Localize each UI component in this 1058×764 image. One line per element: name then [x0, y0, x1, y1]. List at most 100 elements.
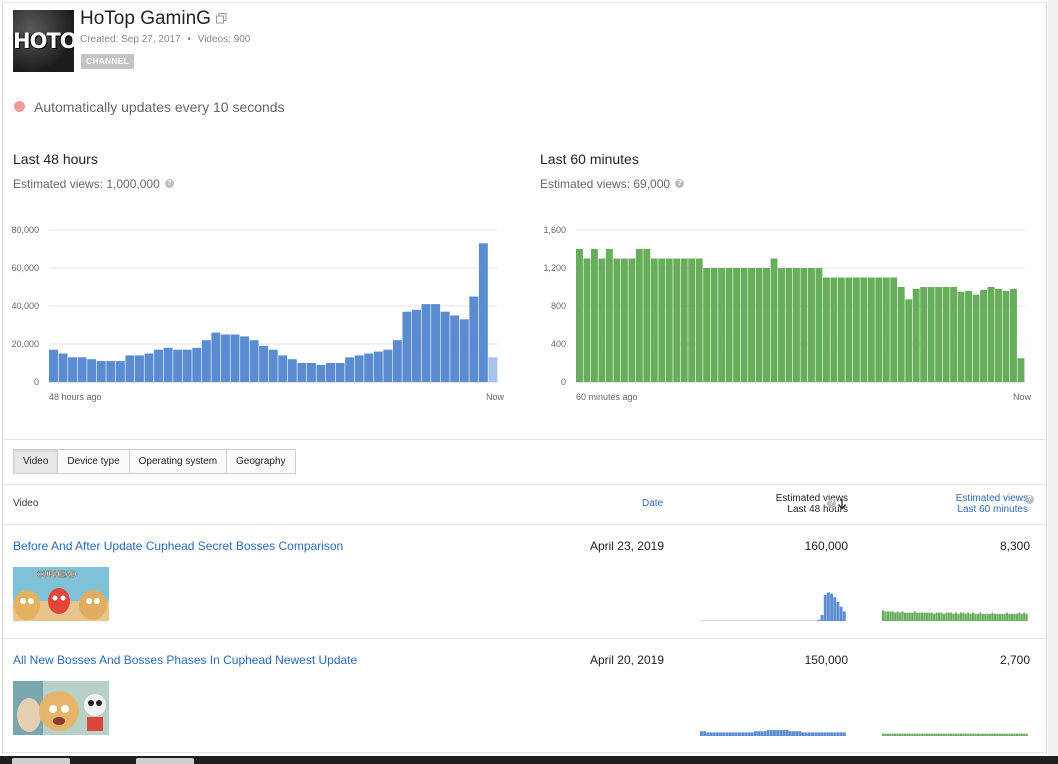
tab-geography[interactable]: Geography — [227, 450, 295, 473]
chart-bar[interactable] — [890, 277, 898, 383]
chart-bar[interactable] — [852, 277, 860, 383]
chart-bar[interactable] — [957, 291, 965, 382]
chart-bar[interactable] — [182, 349, 192, 382]
chart-bar[interactable] — [240, 336, 250, 382]
chart-bar[interactable] — [995, 288, 1002, 382]
video-thumbnail[interactable] — [13, 681, 109, 735]
chart-bar[interactable] — [478, 243, 488, 382]
chart-bar[interactable] — [576, 249, 583, 382]
chart-bar[interactable] — [590, 249, 598, 382]
chart-bar[interactable] — [680, 258, 688, 383]
chart-bar[interactable] — [134, 355, 144, 382]
chart-bar[interactable] — [211, 332, 221, 382]
chart-bar[interactable] — [748, 268, 755, 382]
chart-bar[interactable] — [201, 340, 211, 382]
chart-bar[interactable] — [115, 361, 125, 382]
chart-bar[interactable] — [867, 277, 875, 383]
chart-bar[interactable] — [373, 351, 383, 382]
chart-bar[interactable] — [268, 349, 278, 382]
chart-bar[interactable] — [220, 334, 230, 383]
chart-bar[interactable] — [345, 357, 355, 382]
chart-bar[interactable] — [605, 249, 613, 382]
chart-bar[interactable] — [58, 353, 68, 383]
chart-bar[interactable] — [733, 268, 741, 382]
external-link-icon[interactable] — [216, 13, 227, 24]
chart-bar[interactable] — [392, 340, 402, 382]
chart-bar[interactable] — [77, 357, 87, 382]
chart-bar[interactable] — [845, 277, 853, 383]
video-thumbnail[interactable]: CUPHEAD — [13, 567, 109, 621]
tab-operating-system[interactable]: Operating system — [129, 450, 228, 473]
chart-bar[interactable] — [598, 258, 606, 383]
chart-bar[interactable] — [725, 268, 733, 382]
help-icon[interactable]: ? — [675, 179, 685, 189]
chart-bar[interactable] — [297, 363, 307, 382]
chart-bar[interactable] — [306, 363, 316, 382]
chart-bar[interactable] — [935, 287, 943, 382]
chart-bar[interactable] — [972, 294, 980, 382]
chart-bar[interactable] — [249, 340, 259, 382]
taskbar-button[interactable] — [136, 758, 194, 764]
chart-bar[interactable] — [673, 258, 681, 383]
chart-bar[interactable] — [897, 287, 905, 382]
sort-down-arrow-icon[interactable] — [837, 498, 847, 510]
column-header-date[interactable]: Date — [642, 498, 664, 509]
chart-bar[interactable] — [459, 319, 469, 382]
chart-bar[interactable] — [96, 361, 106, 382]
channel-avatar[interactable]: HOTOP — [13, 10, 74, 72]
video-title-link[interactable]: Before And After Update Cuphead Secret B… — [13, 539, 344, 553]
chart-bar[interactable] — [125, 355, 135, 382]
chart-bar[interactable] — [882, 277, 890, 383]
chart-bar[interactable] — [469, 296, 479, 383]
tab-video[interactable]: Video — [14, 450, 59, 473]
chart-bar[interactable] — [421, 304, 431, 382]
chart-bar[interactable] — [703, 268, 711, 382]
chart-bar[interactable] — [192, 347, 202, 382]
chart-bar[interactable] — [106, 361, 116, 382]
chart-bar[interactable] — [770, 258, 778, 383]
tab-device-type[interactable]: Device type — [58, 450, 130, 473]
channel-name[interactable]: HoTop GaminG — [80, 8, 211, 29]
chart-bar[interactable] — [383, 349, 393, 382]
chart-bar[interactable] — [49, 349, 58, 382]
chart-bar[interactable] — [488, 357, 498, 382]
chart-bar[interactable] — [807, 268, 815, 382]
chart-bar[interactable] — [144, 353, 154, 383]
chart-bar[interactable] — [335, 363, 345, 382]
chart-bar[interactable] — [800, 268, 808, 382]
chart-bar[interactable] — [837, 277, 845, 383]
help-icon[interactable]: ? — [164, 179, 174, 189]
chart-bar[interactable] — [450, 315, 460, 383]
video-title-link[interactable]: All New Bosses And Bosses Phases In Cuph… — [13, 653, 358, 667]
chart-bar[interactable] — [87, 359, 97, 382]
chart-bar[interactable] — [860, 277, 868, 383]
chart-bar[interactable] — [912, 288, 920, 382]
chart-bar[interactable] — [354, 355, 364, 382]
column-header-views-60m[interactable]: Estimated views Last 60 minutes — [956, 493, 1028, 515]
chart-bar[interactable] — [650, 258, 658, 383]
chart-bar[interactable] — [1010, 288, 1017, 382]
chart-bar[interactable] — [230, 334, 240, 383]
chart-bar[interactable] — [278, 355, 288, 382]
column-header-views-48h[interactable]: Estimated views Last 48 hours — [776, 493, 848, 515]
chart-bar[interactable] — [980, 289, 987, 382]
chart-bar[interactable] — [431, 304, 441, 382]
chart-bar[interactable] — [620, 258, 628, 383]
chart-bar[interactable] — [987, 287, 995, 382]
chart-bar[interactable] — [950, 287, 958, 382]
chart-bar[interactable] — [326, 363, 335, 382]
chart-bar[interactable] — [740, 268, 748, 382]
help-icon[interactable]: ? — [1025, 495, 1034, 504]
help-icon[interactable]: ? — [827, 499, 836, 508]
chart-bar[interactable] — [364, 353, 374, 383]
chart-bar[interactable] — [763, 268, 770, 382]
chart-bar[interactable] — [942, 287, 950, 382]
chart-bar[interactable] — [778, 268, 785, 382]
chart-bar[interactable] — [154, 349, 164, 382]
chart-bar[interactable] — [635, 249, 643, 382]
chart-bar[interactable] — [875, 277, 883, 383]
chart-bar[interactable] — [755, 268, 763, 382]
chart-bar[interactable] — [643, 249, 651, 382]
chart-bar[interactable] — [287, 359, 297, 382]
chart-bar[interactable] — [1002, 290, 1010, 382]
